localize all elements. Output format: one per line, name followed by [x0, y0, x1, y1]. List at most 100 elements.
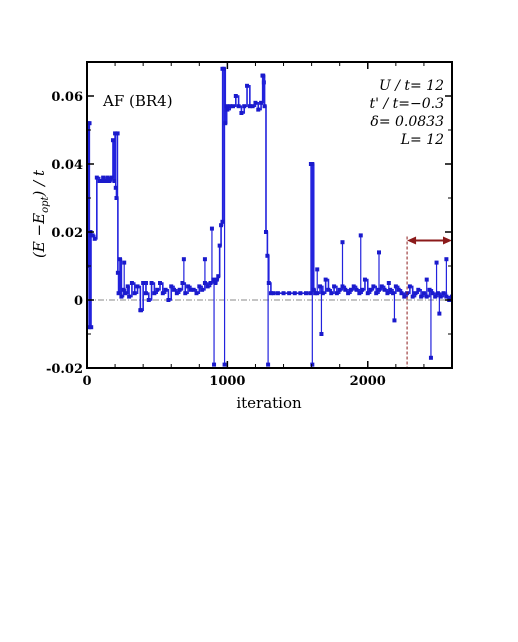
series-point	[416, 287, 421, 292]
series-point	[132, 291, 137, 296]
series-point	[275, 291, 280, 296]
y-axis-title-tail: ) / t	[30, 169, 48, 197]
series-point	[365, 291, 370, 296]
series-point	[253, 100, 258, 105]
series-point	[245, 83, 250, 88]
series-point	[141, 281, 146, 285]
series-point	[396, 287, 401, 292]
y-tick-label: 0	[74, 294, 83, 309]
series-point	[223, 121, 228, 126]
series-point	[430, 291, 435, 296]
series-point	[393, 284, 398, 289]
series-point	[113, 131, 118, 136]
series-point	[337, 287, 342, 292]
series-point	[116, 291, 121, 296]
series-point	[391, 291, 396, 296]
series-point	[219, 223, 224, 228]
series-point	[332, 284, 337, 289]
y-axis-title: (E −Eopt) / t	[30, 169, 51, 258]
series-point	[326, 287, 331, 292]
series-point	[310, 162, 315, 166]
series-point	[281, 291, 286, 296]
range-arrow-head-left	[407, 236, 417, 245]
series-point	[186, 284, 191, 289]
series-point	[368, 287, 373, 292]
spike-point	[315, 267, 320, 272]
series-point	[87, 325, 92, 330]
spike-point	[310, 362, 315, 367]
series-point	[155, 287, 160, 292]
series-point	[87, 121, 91, 126]
series-point	[340, 284, 345, 289]
series-point	[129, 281, 134, 285]
series-point	[379, 284, 384, 289]
y-tick-label: 0.06	[51, 90, 83, 105]
series-point	[205, 284, 210, 289]
spike-point	[222, 362, 227, 367]
annotation-lattice-size: L= 12	[400, 132, 444, 148]
series-point	[374, 291, 379, 296]
series-point	[263, 230, 268, 234]
series-point	[438, 294, 443, 299]
plot-frame	[86, 61, 453, 369]
series-point	[135, 284, 140, 289]
x-tick-label: 0	[82, 374, 91, 389]
series-point	[360, 287, 365, 292]
series-point	[444, 294, 449, 299]
series-point	[213, 281, 218, 285]
range-arrow-head-right	[443, 236, 452, 245]
spike-point	[358, 233, 363, 238]
panel-label: AF (BR4)	[102, 92, 173, 110]
series-point	[121, 287, 126, 292]
series-point	[268, 291, 273, 296]
series-point	[231, 104, 235, 109]
series-point	[92, 236, 97, 241]
series-point	[318, 284, 323, 289]
series-point	[94, 175, 99, 180]
series-point	[233, 94, 238, 98]
series-point	[115, 270, 120, 275]
series-point	[119, 294, 124, 299]
series-point	[191, 287, 196, 292]
spike-point	[319, 332, 324, 336]
series-point	[90, 233, 95, 238]
series-point	[410, 294, 415, 299]
series-point	[127, 294, 132, 299]
spike-point	[434, 260, 439, 265]
series-point	[194, 291, 199, 296]
series-point	[166, 298, 171, 302]
series-point	[107, 179, 112, 183]
series-point	[256, 107, 261, 112]
series-point	[435, 291, 440, 296]
series-point	[114, 196, 119, 200]
series-point	[388, 287, 393, 292]
series-point	[354, 287, 359, 292]
series-point	[169, 284, 174, 289]
series-point	[399, 291, 404, 296]
spike-point	[444, 257, 449, 262]
spike-point	[437, 311, 442, 316]
series-point	[160, 291, 165, 296]
series-point	[320, 291, 325, 296]
series-point	[146, 298, 151, 302]
series-point	[357, 291, 362, 296]
spike-point	[266, 362, 271, 367]
series-point	[424, 294, 429, 299]
series-point	[112, 179, 117, 183]
spike-point	[212, 362, 217, 367]
series-point	[346, 291, 351, 296]
series-point	[250, 104, 255, 109]
series-point	[228, 104, 233, 109]
series-point	[138, 308, 143, 313]
series-point	[123, 291, 128, 296]
series-point	[197, 284, 202, 289]
annotation-u-over-t: U / t= 12	[379, 78, 444, 94]
series-point	[351, 284, 356, 289]
series-point	[441, 291, 446, 296]
series-point	[117, 257, 122, 262]
series-point	[308, 291, 313, 296]
spike-point	[115, 131, 120, 136]
series-point	[224, 104, 229, 109]
spike-point	[122, 260, 127, 265]
